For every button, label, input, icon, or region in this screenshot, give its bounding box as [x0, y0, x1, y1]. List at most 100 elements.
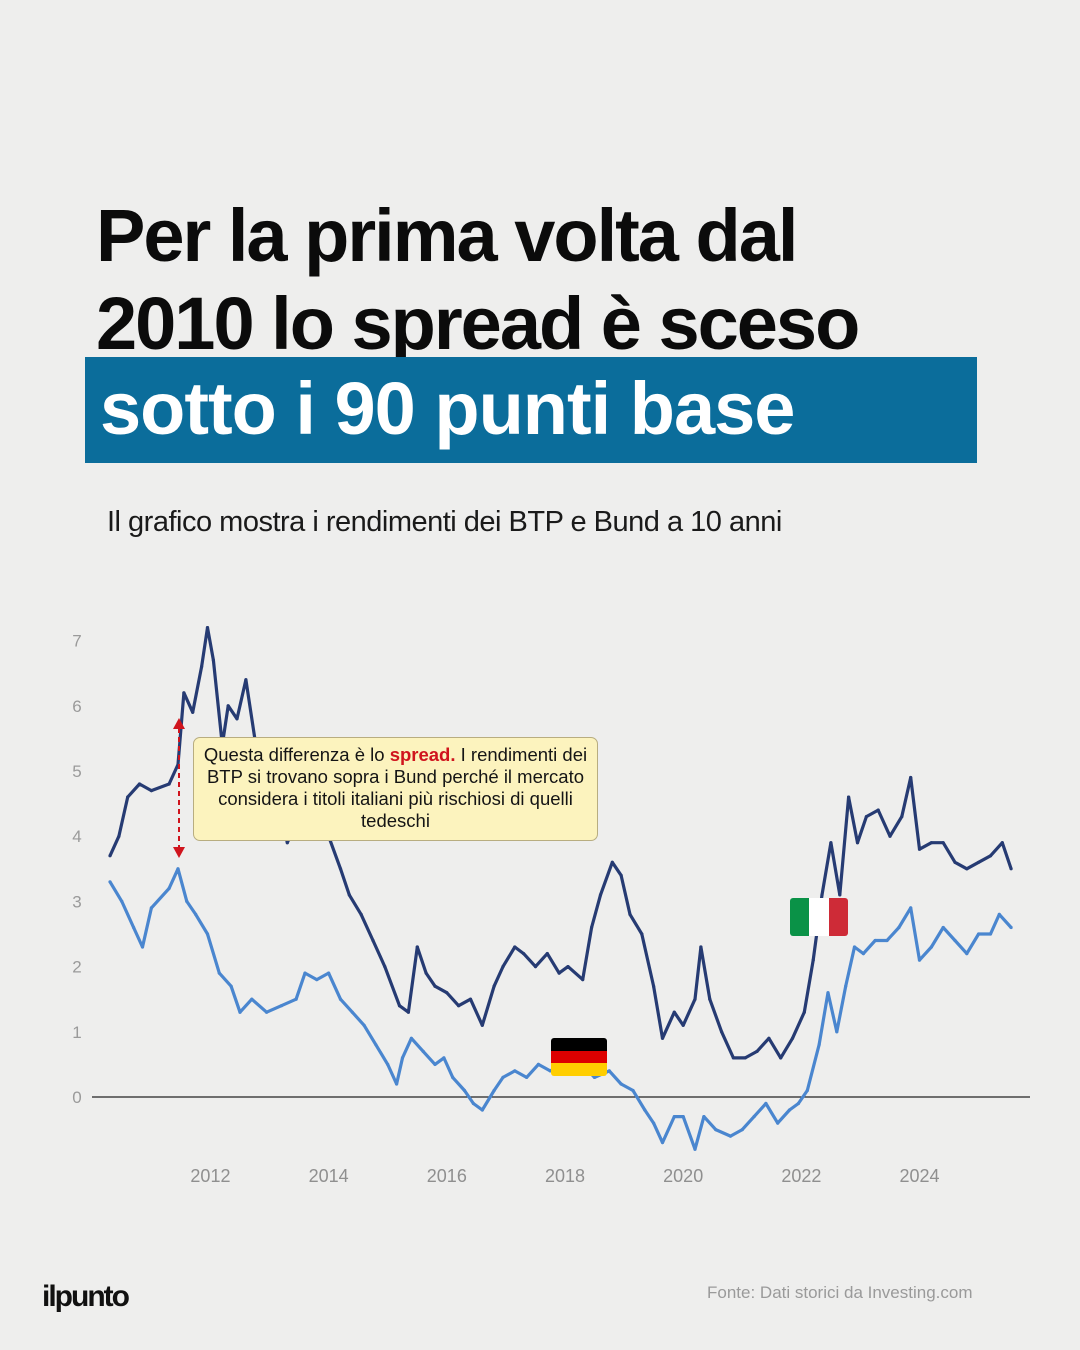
data-point	[929, 841, 934, 845]
y-tick-label: 3	[72, 892, 81, 911]
data-point	[953, 860, 957, 864]
data-point	[501, 1075, 505, 1079]
data-point	[628, 912, 632, 916]
x-tick-label: 2020	[663, 1166, 703, 1186]
data-point	[108, 880, 112, 884]
data-point	[501, 965, 505, 969]
data-point	[977, 860, 981, 864]
data-point	[941, 841, 945, 845]
data-point	[433, 984, 437, 988]
data-point	[652, 1121, 656, 1125]
data-point	[359, 912, 363, 916]
data-point	[362, 1023, 366, 1027]
data-point	[805, 1088, 809, 1093]
data-point	[897, 925, 901, 930]
data-point	[424, 971, 428, 975]
data-point	[566, 965, 570, 969]
data-point	[796, 1101, 801, 1106]
data-point	[200, 665, 204, 669]
germany-flag-red	[551, 1050, 607, 1064]
italy-flag-white	[809, 898, 829, 936]
data-point	[525, 1075, 529, 1079]
data-point	[811, 958, 815, 962]
data-point	[167, 782, 171, 786]
data-point	[132, 925, 136, 930]
data-point	[672, 1010, 676, 1014]
data-point	[861, 952, 866, 956]
data-point	[285, 841, 289, 845]
data-point	[409, 1036, 413, 1040]
data-point	[1009, 925, 1013, 930]
data-point	[838, 893, 842, 897]
callout-text-before: Questa differenza è lo	[203, 744, 390, 765]
data-point	[965, 952, 969, 956]
data-point	[699, 945, 703, 949]
brand-logo: ilpunto	[42, 1280, 130, 1313]
germany-flag-black	[551, 1038, 607, 1051]
data-point	[137, 782, 142, 786]
data-point	[873, 938, 877, 943]
data-point	[847, 795, 851, 799]
data-point	[250, 997, 254, 1001]
data-point	[140, 945, 145, 949]
data-point	[235, 717, 239, 721]
data-point	[997, 912, 1001, 916]
data-point	[988, 932, 993, 936]
data-point	[149, 906, 153, 910]
data-point	[226, 704, 230, 708]
data-point	[855, 841, 860, 845]
data-point	[386, 1062, 390, 1066]
data-point	[640, 932, 644, 936]
data-point	[607, 1069, 611, 1073]
data-point	[191, 710, 195, 714]
x-axis-ticks: 2012 2014 2016 2018 2020 2022 2024	[190, 1166, 939, 1186]
yield-chart: 0 1 2 3 4 5 6 7 2012 2014 2016 2018 2020 2022 2024	[72, 626, 1030, 1186]
data-point	[149, 789, 153, 793]
data-point	[755, 1049, 759, 1053]
y-tick-label: 0	[72, 1088, 81, 1107]
data-point	[681, 1023, 685, 1027]
data-point	[433, 1062, 437, 1066]
data-point	[347, 893, 351, 897]
data-point	[279, 1004, 283, 1008]
y-tick-label: 5	[72, 762, 81, 781]
data-point	[176, 867, 180, 871]
data-point	[619, 873, 623, 877]
data-point	[468, 997, 473, 1001]
x-tick-label: 2022	[781, 1166, 821, 1186]
y-tick-label: 4	[72, 827, 81, 846]
x-tick-label: 2024	[900, 1166, 940, 1186]
data-point	[714, 1128, 718, 1132]
data-point	[492, 984, 496, 988]
data-point	[513, 1069, 517, 1073]
data-point	[844, 984, 848, 988]
data-point	[672, 1115, 676, 1119]
data-point	[864, 815, 869, 819]
data-point	[185, 899, 189, 903]
btp-yield-line	[108, 626, 1013, 1060]
data-point	[217, 971, 221, 975]
data-point	[303, 971, 307, 975]
data-point	[776, 1121, 780, 1125]
data-point	[693, 1147, 697, 1151]
y-tick-label: 6	[72, 697, 81, 716]
data-point	[619, 1082, 623, 1086]
headline-highlight-box	[85, 357, 977, 463]
x-tick-label: 2016	[427, 1166, 467, 1186]
y-axis-ticks: 0 1 2 3 4 5 6 7	[72, 632, 81, 1107]
callout-text-after: I rendimenti dei BTP si trovano sopra i …	[206, 744, 588, 831]
data-point	[888, 834, 892, 838]
data-point	[457, 1004, 461, 1008]
data-point	[371, 938, 375, 943]
headline-highlight: sotto i 90 punti base	[100, 367, 795, 450]
data-point	[522, 952, 526, 956]
data-point	[108, 854, 112, 858]
data-point	[120, 899, 124, 903]
italy-flag-red	[828, 898, 848, 936]
double-arrow-icon	[173, 718, 185, 858]
data-point	[205, 626, 210, 630]
data-point	[445, 991, 449, 995]
italy-flag-green	[790, 898, 810, 936]
data-point	[1009, 867, 1013, 871]
data-point	[988, 854, 993, 858]
